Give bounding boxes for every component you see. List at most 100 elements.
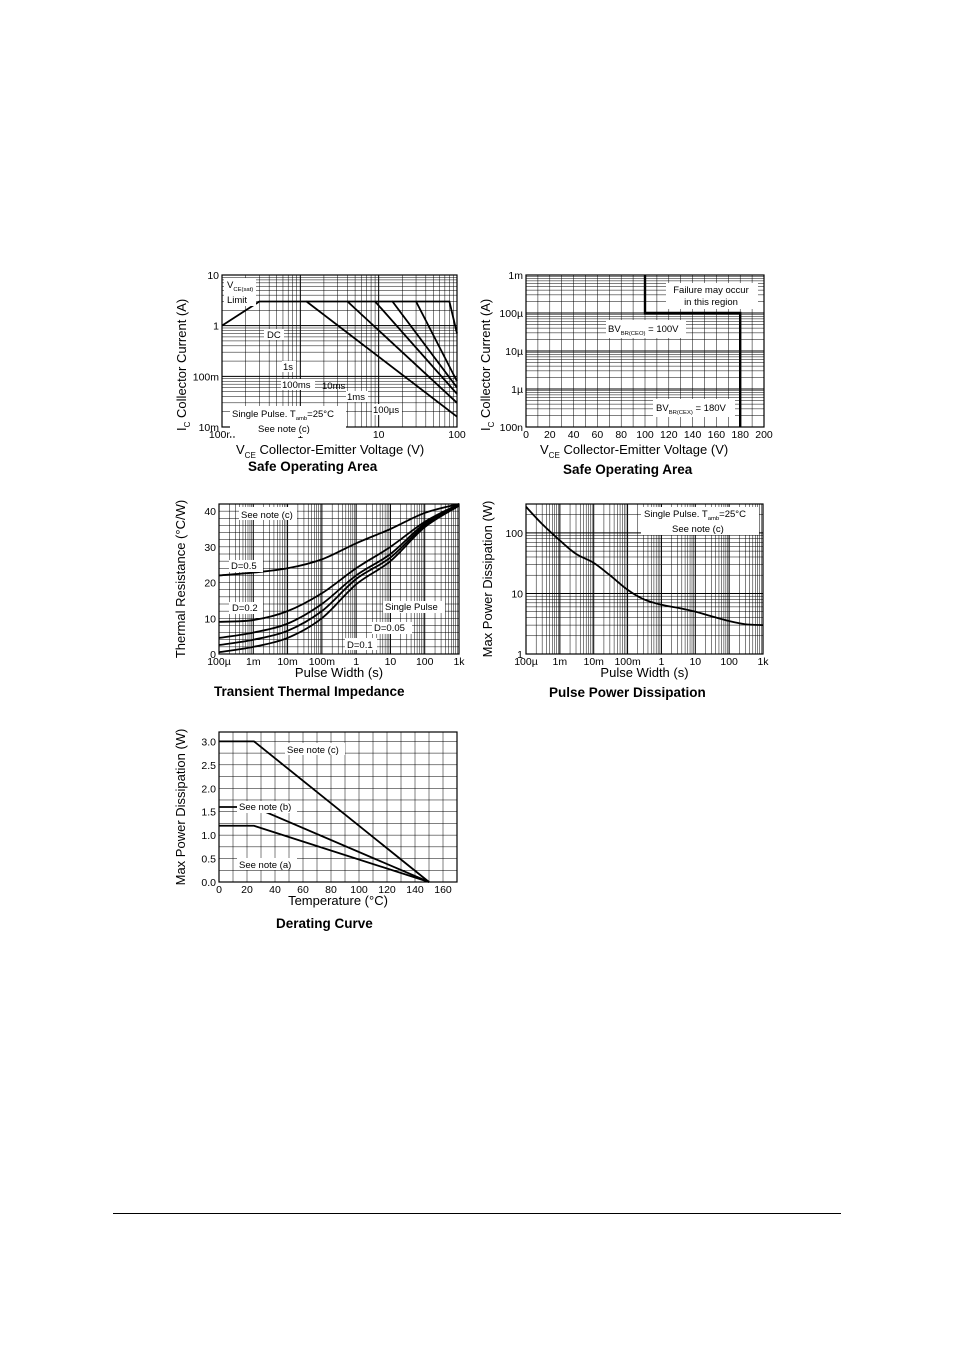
note-c-label: See note (c) bbox=[287, 745, 339, 756]
x-tick-label: 1k bbox=[757, 656, 769, 668]
y-tick-label: 1µ bbox=[511, 384, 523, 396]
x-tick-label: 100 bbox=[448, 429, 466, 441]
x-tick-label: 10m bbox=[583, 656, 604, 668]
note-label: See note (c) bbox=[241, 510, 293, 521]
x-tick-label: 1m bbox=[553, 656, 568, 668]
series-line bbox=[218, 503, 460, 623]
100ms-label: 100ms bbox=[282, 380, 311, 391]
soa-log-chart: 100m11010010m100m110VCE Collector-Emitte… bbox=[174, 270, 466, 460]
y-tick-label: 10 bbox=[204, 613, 216, 625]
y-tick-label: 100m bbox=[193, 371, 220, 383]
x-tick-label: 20 bbox=[241, 884, 253, 896]
pulse-box bbox=[641, 507, 759, 535]
derating-panel: 0 20 40 60 80 100 120 140 160 0.0 0.5 1.0 1.5 2.0 2.5 3… bbox=[170, 720, 470, 920]
thermal-chart: 100µ 1m 10m 100m 1 10 100 1k 0 10 20 30 40 Pulse Widt… bbox=[173, 500, 465, 680]
x-axis-label: VCE Collector-Emitter Voltage (V) bbox=[540, 442, 728, 460]
soa-log-title: Safe Operating Area bbox=[248, 459, 378, 474]
y-tick-label: 2.0 bbox=[201, 783, 216, 795]
bvcex-box bbox=[653, 399, 735, 417]
series-line bbox=[218, 503, 460, 639]
soa-lin-panel: 0 20 40 60 80 100 120 140 160 180 200 100n 1µ 10µ 100µ… bbox=[474, 262, 784, 462]
x-tick-label: 100µ bbox=[207, 656, 231, 668]
derating-chart: 0 20 40 60 80 100 120 140 160 0.0 0.5 1.0 1.5 2.0 2.5 3… bbox=[173, 729, 458, 908]
y-tick-label: 100n bbox=[500, 422, 524, 434]
y-tick-label: 1 bbox=[213, 321, 219, 333]
ms1-box bbox=[346, 391, 368, 402]
x-tick-label: 1 bbox=[659, 656, 665, 668]
x-tick-label: 80 bbox=[325, 884, 337, 896]
x-tick-label: 200 bbox=[755, 429, 773, 441]
y-tick-label: 0.5 bbox=[201, 854, 216, 866]
series-line bbox=[375, 300, 458, 389]
bvceo-box bbox=[606, 320, 686, 338]
pulse-power-panel: 100µ 1m 10m 100m 1 10 100 1k 1 10 100 Pulse Width (… bbox=[474, 493, 784, 693]
derating-title: Derating Curve bbox=[276, 916, 373, 931]
y-tick-label: 10 bbox=[511, 588, 523, 600]
x-tick-label: 100m bbox=[209, 429, 236, 441]
x-tick-label: 40 bbox=[269, 884, 281, 896]
vcesat-box bbox=[224, 278, 256, 306]
series-line bbox=[218, 503, 460, 646]
plot-frame bbox=[525, 503, 764, 655]
y-tick-label: 10 bbox=[207, 270, 219, 282]
single-box bbox=[383, 601, 445, 613]
x-axis-label: VCE Collector-Emitter Voltage (V) bbox=[236, 442, 424, 460]
x-tick-label: 180 bbox=[731, 429, 749, 441]
y-tick-label: 1 bbox=[517, 649, 523, 661]
y-tick-label: 1.5 bbox=[201, 807, 216, 819]
d01-label: D=0.1 bbox=[347, 640, 373, 651]
x-tick-label: 1m bbox=[246, 656, 261, 668]
x-tick-label: 40 bbox=[568, 429, 580, 441]
y-tick-label: 10m bbox=[199, 422, 220, 434]
ms100-box bbox=[281, 379, 315, 390]
x-tick-label: 10m bbox=[277, 656, 298, 668]
x-tick-label: 10 bbox=[385, 656, 397, 668]
plot-frame bbox=[221, 274, 458, 428]
y-tick-label: 100µ bbox=[499, 308, 523, 320]
footer-rule bbox=[113, 1213, 841, 1214]
plot-group: 100µ 1m 10m 100m 1 10 100 1k 0 10 20 30 40 Pulse Widt… bbox=[173, 500, 465, 680]
10ms-label: 10ms bbox=[322, 381, 345, 392]
series-line bbox=[347, 300, 458, 395]
pulse-label: Single Pulse. Tamb=25°C bbox=[644, 509, 746, 522]
pulse-box bbox=[230, 406, 346, 436]
x-tick-label: 10 bbox=[689, 656, 701, 668]
x-tick-label: 100m bbox=[614, 656, 641, 668]
d01-box bbox=[345, 638, 377, 650]
note-label: See note (c) bbox=[672, 524, 724, 535]
d05-label: D=0.5 bbox=[231, 561, 257, 572]
x-tick-label: 100 bbox=[350, 884, 368, 896]
y-tick-label: 0 bbox=[210, 649, 216, 661]
note-a-box bbox=[237, 858, 297, 870]
x-tick-label: 100 bbox=[636, 429, 654, 441]
y-tick-label: 20 bbox=[204, 578, 216, 590]
thermal-title: Transient Thermal Impedance bbox=[214, 684, 405, 699]
pulse-label: Single Pulse. Tamb=25°C bbox=[232, 409, 334, 422]
x-tick-label: 140 bbox=[406, 884, 424, 896]
x-tick-label: 0 bbox=[216, 884, 222, 896]
y-tick-label: 100 bbox=[505, 528, 523, 540]
series-line bbox=[643, 275, 742, 427]
x-tick-label: 100 bbox=[416, 656, 434, 668]
x-tick-label: 10 bbox=[373, 429, 385, 441]
d02-label: D=0.2 bbox=[232, 603, 258, 614]
1ms-label: 1ms bbox=[347, 392, 365, 403]
x-tick-label: 160 bbox=[708, 429, 726, 441]
series-line bbox=[219, 740, 430, 883]
failure-box bbox=[666, 283, 758, 309]
note-b-label: See note (b) bbox=[239, 802, 291, 813]
y-tick-label: 30 bbox=[204, 542, 216, 554]
x-tick-label: 120 bbox=[660, 429, 678, 441]
soa-log-panel: 100m11010010m100m110VCE Collector-Emitte… bbox=[170, 262, 470, 462]
us100-box bbox=[372, 404, 402, 415]
y-tick-label: 3.0 bbox=[201, 736, 216, 748]
series-line bbox=[218, 505, 460, 654]
x-axis-label: Temperature (°C) bbox=[288, 893, 388, 908]
x-tick-label: 100 bbox=[720, 656, 738, 668]
plot-frame bbox=[218, 503, 460, 655]
y-axis-label: Max Power Dissipation (W) bbox=[480, 501, 495, 658]
x-tick-label: 120 bbox=[378, 884, 396, 896]
d05-box bbox=[229, 560, 263, 572]
x-tick-label: 100m bbox=[309, 656, 336, 668]
single-pulse-label: Single Pulse bbox=[385, 602, 438, 613]
